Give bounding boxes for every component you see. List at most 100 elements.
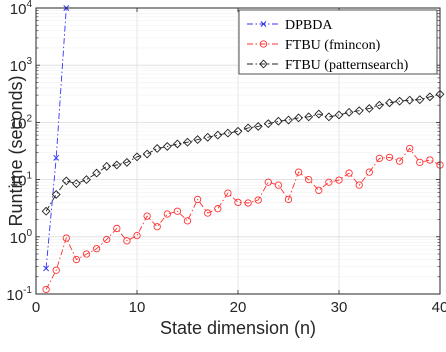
data-point-circle — [163, 210, 171, 218]
data-point-diamond — [364, 104, 374, 113]
data-point-diamond — [92, 168, 102, 178]
data-point-diamond — [132, 152, 142, 162]
data-point-circle — [325, 178, 333, 186]
data-point-diamond — [183, 137, 192, 147]
data-point-circle — [72, 255, 81, 264]
data-point-circle — [315, 186, 323, 194]
data-point-diamond — [71, 179, 81, 189]
legend-rows: DPBDA FTBU (fmincon) FTBU (patternsearch) — [247, 18, 409, 73]
data-point-diamond — [51, 190, 61, 199]
data-point-diamond — [294, 113, 304, 123]
data-point-x — [43, 265, 50, 272]
data-point-diamond — [284, 115, 293, 125]
data-point-circle — [103, 235, 111, 244]
data-point-x-stroke — [260, 21, 267, 27]
data-point-circle — [335, 176, 343, 184]
data-point-circle — [284, 195, 293, 204]
data-point-diamond — [82, 175, 91, 185]
data-point-circle — [385, 153, 394, 161]
data-point-diamond — [385, 98, 394, 108]
legend-box — [238, 9, 438, 75]
data-point-diamond — [415, 95, 425, 105]
data-point-diamond — [354, 106, 364, 116]
data-point-diamond — [263, 119, 273, 129]
data-point-circle — [92, 245, 101, 253]
data-point-circle — [259, 40, 268, 48]
data-point-diamond — [259, 59, 268, 69]
legend: DPBDA FTBU (fmincon) FTBU (patternsearch) — [238, 9, 438, 75]
data-point-diamond — [253, 122, 263, 131]
data-point-circle — [264, 178, 272, 186]
data-point-diamond — [112, 160, 122, 170]
data-point-diamond — [142, 149, 152, 159]
data-point-x — [53, 154, 60, 161]
data-point-diamond — [425, 92, 435, 102]
x-axis-label: State dimension (n) — [160, 318, 316, 338]
data-point-circle — [183, 217, 192, 225]
series-ftbu-fmincon — [42, 144, 444, 294]
legend-label: DPBDA — [285, 18, 333, 33]
series-line — [45, 147, 441, 290]
data-point-circle — [82, 250, 91, 258]
data-point-circle — [406, 144, 414, 153]
data-point-circle — [204, 209, 212, 217]
data-point-circle — [234, 198, 242, 207]
data-point-diamond — [233, 126, 243, 136]
data-point-circle — [375, 154, 384, 163]
data-point-circle — [113, 224, 121, 233]
data-point-circle — [123, 237, 131, 245]
data-point-diamond — [395, 96, 405, 106]
x-tick-label: 30 — [331, 299, 348, 316]
data-point-diamond — [152, 144, 162, 153]
series-layer — [41, 5, 445, 294]
x-tick-label: 20 — [230, 299, 247, 316]
data-point-diamond — [61, 176, 71, 186]
data-point-circle — [294, 168, 303, 176]
data-point-diamond — [122, 157, 132, 167]
data-point-circle — [224, 189, 232, 197]
legend-item: DPBDA — [247, 18, 333, 33]
x-tick-label: 0 — [32, 299, 40, 316]
data-point-diamond — [314, 109, 324, 119]
legend-label: FTBU (fmincon) — [285, 38, 381, 53]
data-point-diamond — [304, 112, 314, 122]
data-point-circle — [214, 205, 222, 213]
data-point-diamond — [334, 110, 344, 120]
data-point-diamond — [102, 161, 112, 171]
y-tick-label: 10-1 — [6, 285, 32, 304]
legend-item: FTBU (patternsearch) — [247, 58, 409, 73]
data-point-circle — [133, 231, 141, 240]
data-point-x — [260, 21, 267, 27]
data-point-diamond — [273, 116, 283, 126]
y-axis-ticks: 10-1 100 101 102 103 104 — [6, 0, 440, 304]
series-line — [45, 93, 441, 212]
data-point-x-stroke — [53, 154, 60, 161]
y-tick-label: 102 — [10, 113, 33, 132]
data-point-diamond — [172, 139, 182, 149]
legend-label: FTBU (patternsearch) — [285, 58, 409, 73]
series-ftbu-patternsearch — [41, 89, 445, 216]
x-tick-label: 10 — [129, 299, 146, 316]
y-tick-label: 103 — [10, 56, 33, 75]
y-tick-label: 100 — [10, 228, 33, 247]
data-point-circle — [355, 181, 363, 189]
data-point-diamond — [405, 95, 415, 105]
data-point-diamond — [193, 135, 203, 145]
data-point-circle — [365, 168, 373, 176]
data-point-circle — [193, 195, 202, 204]
data-point-circle — [153, 223, 161, 231]
data-point-circle — [345, 169, 353, 177]
data-point-circle — [416, 158, 424, 167]
data-point-diamond — [41, 206, 51, 216]
data-point-circle — [395, 157, 404, 165]
data-point-diamond — [223, 128, 233, 138]
data-point-x-stroke — [43, 265, 50, 272]
data-point-circle — [143, 212, 151, 220]
data-point-circle — [426, 156, 434, 164]
data-point-circle — [254, 196, 262, 204]
data-point-circle — [62, 234, 70, 242]
data-point-diamond — [213, 130, 223, 140]
data-point-diamond — [374, 100, 384, 110]
data-point-circle — [173, 207, 182, 215]
